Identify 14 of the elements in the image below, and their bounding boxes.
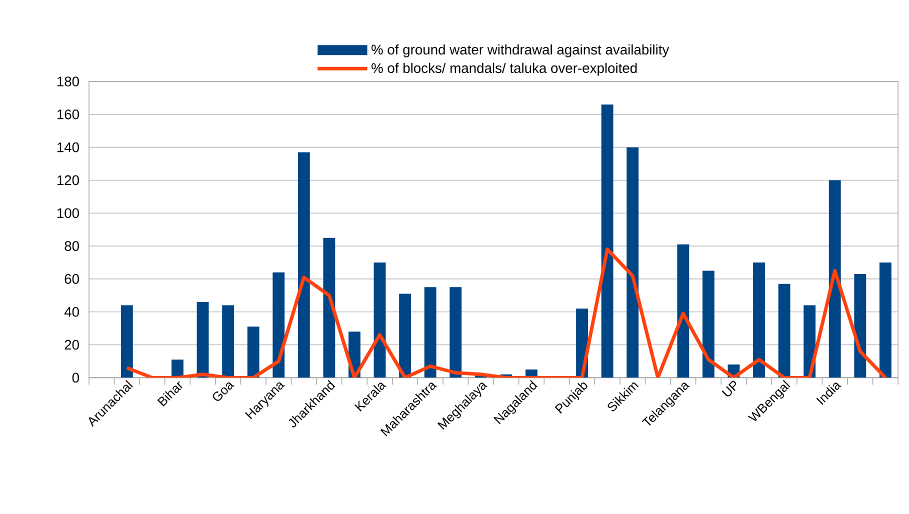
y-tick-label: 0 — [72, 372, 79, 383]
y-tick-label: 40 — [64, 307, 79, 317]
y-tick-label: 120 — [57, 175, 79, 186]
legend-label: % of ground water withdrawal against availability — [372, 44, 670, 58]
y-tick-label: 20 — [64, 340, 79, 350]
legend-label: % of blocks/ mandals/ taluka over-exploited — [372, 62, 637, 76]
y-tick-label: 180 — [57, 76, 79, 86]
x-tick-label: UP — [722, 380, 736, 396]
y-tick-label: 160 — [57, 110, 79, 120]
x-tick-label: Goa — [212, 382, 234, 401]
y-tick-label: 60 — [64, 274, 79, 284]
y-tick-label: 80 — [64, 241, 79, 252]
y-tick-label: 100 — [57, 208, 79, 218]
y-tick-label: 140 — [57, 142, 79, 152]
